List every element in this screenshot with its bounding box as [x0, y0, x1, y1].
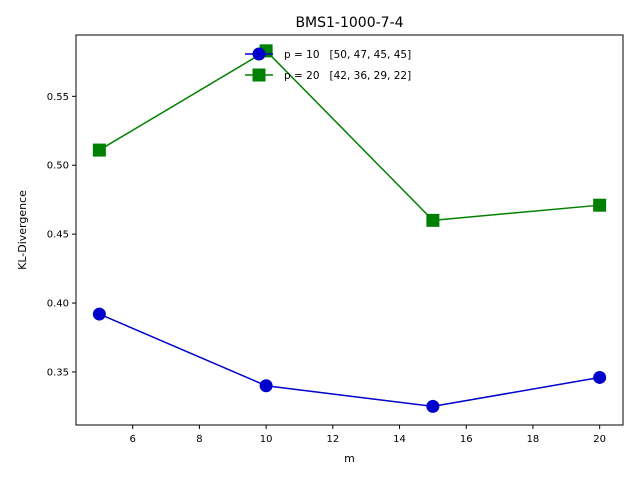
chart-title: BMS1-1000-7-4 [295, 15, 403, 31]
x-tick-label: 10 [260, 434, 273, 445]
legend-label: p = 10 [50, 47, 45, 45] [284, 49, 411, 61]
legend-label: p = 20 [42, 36, 29, 22] [284, 70, 411, 82]
data-point [426, 213, 440, 227]
x-tick-label: 18 [527, 434, 540, 445]
x-tick-label: 12 [326, 434, 339, 445]
y-tick-label: 0.35 [47, 367, 69, 378]
series-line-1 [99, 313, 600, 408]
plot-area [76, 35, 623, 425]
y-tick-label: 0.55 [47, 92, 69, 103]
plot-frame [75, 34, 624, 426]
x-tick-label: 8 [196, 434, 202, 445]
data-point [92, 307, 106, 321]
series-layer [92, 44, 607, 413]
legend: p = 10 [50, 47, 45, 45] p = 20 [42, 36, 2… [245, 47, 411, 82]
y-tick-label: 0.50 [47, 161, 69, 172]
data-point [259, 379, 273, 393]
x-tick-label: 16 [460, 434, 473, 445]
data-point [593, 370, 607, 384]
data-point [426, 399, 440, 413]
y-axis-label: KL-Divergence [16, 190, 29, 270]
y-tick-label: 0.40 [47, 299, 69, 310]
legend-marker [252, 47, 266, 61]
x-tick-label: 14 [393, 434, 406, 445]
y-axis-ticks: 0.35 0.40 0.45 0.50 0.55 [47, 92, 76, 378]
x-tick-label: 6 [130, 434, 136, 445]
data-point [92, 143, 106, 157]
x-tick-label: 20 [593, 434, 606, 445]
y-tick-label: 0.45 [47, 230, 69, 241]
data-point [593, 198, 607, 212]
x-axis-label: m [344, 452, 355, 465]
x-axis-ticks: 6 8 10 12 14 16 18 20 [130, 425, 606, 445]
series-line-2 [98, 49, 600, 222]
legend-marker [252, 68, 266, 82]
